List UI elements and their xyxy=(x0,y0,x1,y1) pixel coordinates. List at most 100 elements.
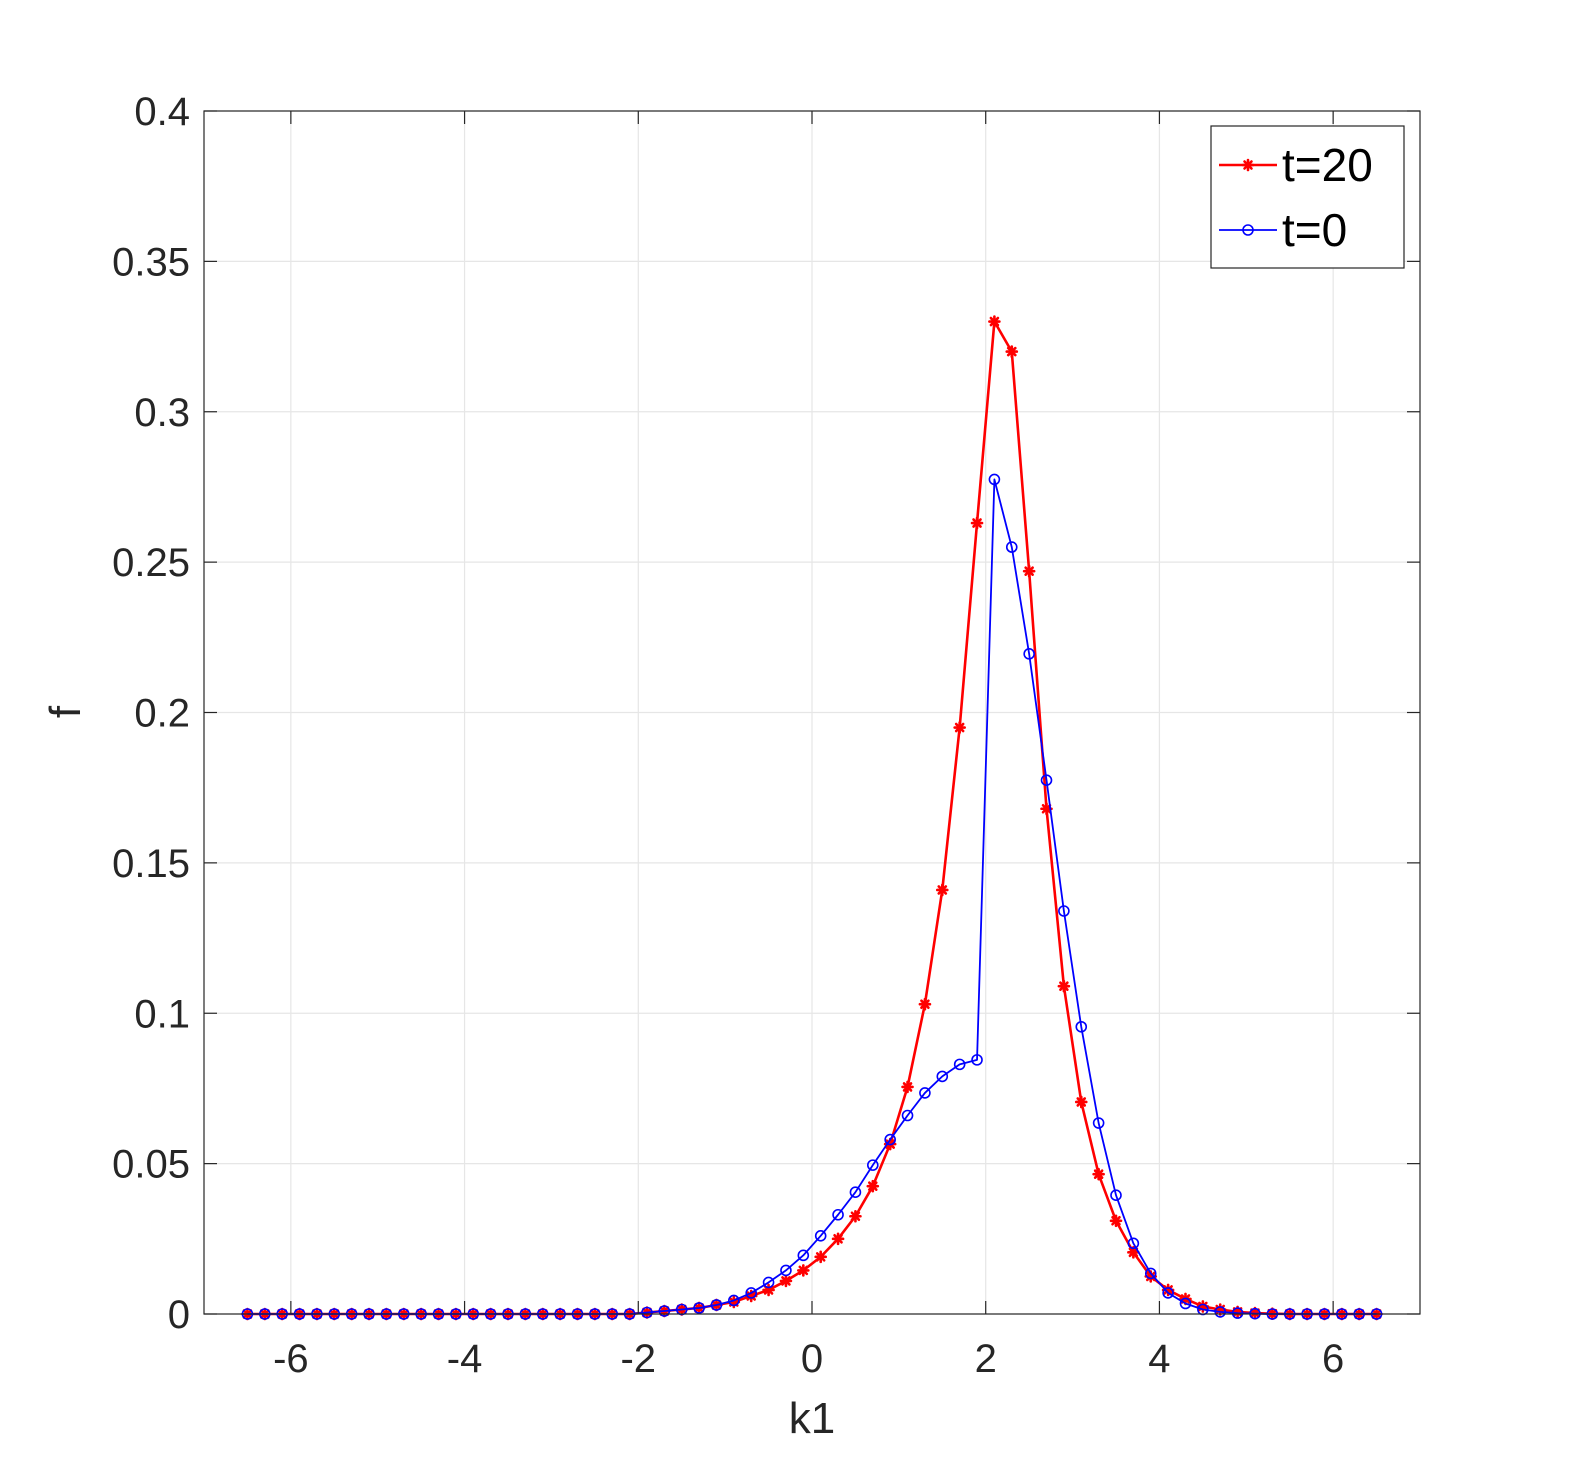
x-tick-label: 4 xyxy=(1148,1337,1170,1381)
data-point-t-0 xyxy=(1214,1306,1227,1318)
data-point-t-0 xyxy=(693,1302,705,1314)
asterisk-stroke xyxy=(1024,566,1034,576)
data-point-t-0 xyxy=(1144,1267,1157,1280)
x-tick-label: -4 xyxy=(447,1337,483,1381)
data-point-t-0 xyxy=(1075,1020,1088,1033)
y-tick-label: 0.05 xyxy=(112,1143,190,1187)
data-point-t-20 xyxy=(953,721,966,734)
asterisk-stroke xyxy=(1093,1169,1104,1179)
asterisk-stroke xyxy=(1145,1271,1156,1282)
data-point-t-0 xyxy=(1127,1237,1140,1250)
data-point-t-0 xyxy=(1023,648,1035,660)
data-point-t-0 xyxy=(797,1249,810,1262)
asterisk-stroke xyxy=(902,1082,913,1092)
data-point-t-0 xyxy=(1058,905,1070,917)
data-point-t-0 xyxy=(953,1058,966,1071)
data-point-t-0 xyxy=(1092,1117,1105,1129)
asterisk-stroke xyxy=(989,316,1000,327)
x-tick-label: 2 xyxy=(975,1337,997,1381)
x-tick-label: 6 xyxy=(1322,1337,1344,1381)
asterisk-stroke xyxy=(954,722,965,733)
data-point-t-0 xyxy=(710,1299,723,1311)
data-point-t-20 xyxy=(1022,564,1036,578)
data-point-t-0 xyxy=(814,1230,827,1242)
data-point-t-0 xyxy=(1005,541,1018,553)
x-tick-label: -6 xyxy=(273,1337,309,1381)
data-point-t-0 xyxy=(866,1159,879,1171)
asterisk-stroke xyxy=(1006,346,1017,357)
asterisk-stroke xyxy=(867,1181,878,1191)
legend-label: t=20 xyxy=(1282,139,1373,191)
data-point-t-20 xyxy=(901,1080,914,1094)
data-point-t-20 xyxy=(988,315,1001,328)
data-point-t-20 xyxy=(918,997,932,1011)
asterisk-stroke xyxy=(1128,1247,1139,1258)
tick-labels: -6 -4 -2 0 2 4 6 0 0.05 0.1 0.15 0.2 0.25 0.3 0.35 0.4 xyxy=(112,90,1344,1381)
x-axis-label: k1 xyxy=(789,1394,835,1443)
data-point-t-20 xyxy=(1005,345,1019,358)
data-point-t-20 xyxy=(1057,979,1071,993)
data-point-t-20 xyxy=(779,1274,793,1288)
data-point-t-20 xyxy=(849,1209,862,1223)
asterisk-stroke xyxy=(781,1276,791,1286)
data-point-t-0 xyxy=(780,1264,792,1277)
asterisk-stroke xyxy=(1243,160,1253,170)
data-point-t-20 xyxy=(1109,1214,1123,1228)
asterisk-stroke xyxy=(937,885,948,895)
y-tick-label: 0.3 xyxy=(134,391,190,435)
x-tick-label: -2 xyxy=(620,1337,656,1381)
data-point-t-0 xyxy=(1231,1307,1244,1319)
data-point-t-0 xyxy=(1110,1189,1122,1202)
data-point-t-0 xyxy=(988,473,1001,486)
asterisk-stroke xyxy=(850,1211,861,1222)
asterisk-stroke xyxy=(833,1234,843,1244)
data-point-t-0 xyxy=(919,1087,931,1099)
data-point-t-20 xyxy=(1074,1095,1088,1109)
data-point-t-0 xyxy=(832,1208,844,1221)
data-point-t-20 xyxy=(814,1250,827,1264)
asterisk-stroke xyxy=(1041,803,1052,814)
legend-marker xyxy=(1241,158,1255,172)
data-point-t-0 xyxy=(728,1294,740,1307)
asterisk-stroke xyxy=(1076,1097,1087,1107)
y-tick-label: 0.35 xyxy=(112,240,190,284)
data-point-t-20 xyxy=(866,1179,880,1193)
data-point-t-0 xyxy=(884,1133,896,1146)
data-point-t-0 xyxy=(658,1305,671,1317)
asterisk-stroke xyxy=(972,518,982,528)
data-point-t-20 xyxy=(935,883,949,897)
x-tick-label: 0 xyxy=(801,1337,823,1381)
data-point-t-0 xyxy=(745,1287,758,1299)
data-point-t-0 xyxy=(936,1070,949,1083)
asterisk-stroke xyxy=(1163,1285,1173,1295)
y-tick-label: 0.4 xyxy=(134,90,190,134)
data-point-t-0 xyxy=(971,1054,983,1066)
data-point-t-0 xyxy=(762,1276,775,1289)
ticks xyxy=(204,110,1420,1315)
data-point-t-0 xyxy=(1162,1287,1174,1299)
data-point-t-0 xyxy=(901,1109,914,1122)
legend-box xyxy=(1210,125,1405,269)
y-tick-label: 0.1 xyxy=(134,992,190,1036)
asterisk-stroke xyxy=(815,1252,826,1262)
asterisk-stroke xyxy=(920,999,930,1010)
data-point-t-0 xyxy=(849,1186,862,1198)
data-point-t-20 xyxy=(797,1264,810,1277)
data-point-t-0 xyxy=(1040,774,1053,786)
data-point-t-20 xyxy=(970,516,984,530)
y-tick-label: 0.15 xyxy=(112,842,190,886)
legend-label: t=0 xyxy=(1282,204,1347,256)
y-tick-label: 0.2 xyxy=(134,692,190,736)
asterisk-stroke xyxy=(1059,981,1069,991)
legend: t=20 t=0 xyxy=(1210,125,1405,269)
data-point-t-20 xyxy=(1092,1167,1105,1181)
asterisk-stroke xyxy=(1111,1215,1121,1226)
legend-items: t=20 t=0 xyxy=(1219,139,1373,256)
legend-item-t-20: t=20 xyxy=(1219,139,1373,191)
y-tick-label: 0.25 xyxy=(112,541,190,585)
legend-marker xyxy=(1242,224,1254,236)
data-point-t-20 xyxy=(831,1232,845,1246)
asterisk-stroke xyxy=(798,1265,809,1276)
data-point-t-0 xyxy=(1179,1297,1192,1310)
